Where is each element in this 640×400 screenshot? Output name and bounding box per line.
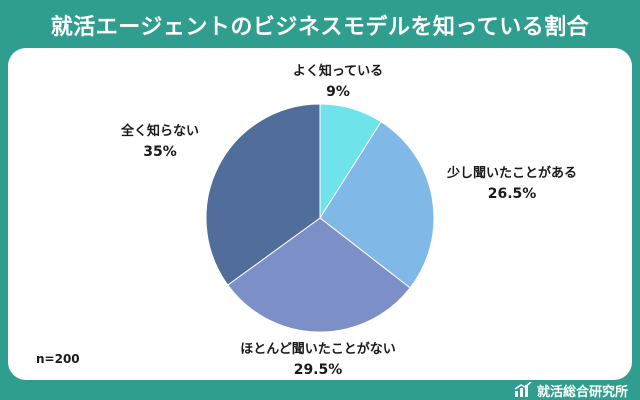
bar-chart-icon (514, 382, 532, 397)
pie-slice-3 (205, 103, 321, 286)
slice-value-1: 26.5% (487, 186, 537, 202)
slice-name-1: 少し聞いたことがある (446, 166, 578, 181)
slice-name-2: ほとんど聞いたことがない (240, 342, 396, 357)
slice-label-1: 少し聞いたことがある 26.5% (447, 164, 577, 204)
brand-logo: 就活総合研究所 (514, 380, 628, 400)
slice-label-3: 全く知らない 35% (121, 122, 199, 162)
slice-value-0: 9% (326, 84, 350, 100)
slice-label-2: ほとんど聞いたことがない 29.5% (240, 340, 396, 380)
slice-name-0: よく知っている (292, 64, 384, 79)
slice-name-3: 全く知らない (120, 124, 200, 139)
pie-slice-1 (319, 121, 435, 289)
slice-value-3: 35% (143, 144, 177, 160)
sample-size-note: n=200 (36, 352, 80, 366)
chart-title: 就活エージェントのビジネスモデルを知っている割合 (50, 15, 590, 40)
pie-slice-2 (227, 217, 411, 333)
slice-label-0: よく知っている 9% (293, 62, 383, 102)
slice-value-2: 29.5% (293, 362, 343, 378)
brand-name: 就活総合研究所 (536, 384, 628, 400)
